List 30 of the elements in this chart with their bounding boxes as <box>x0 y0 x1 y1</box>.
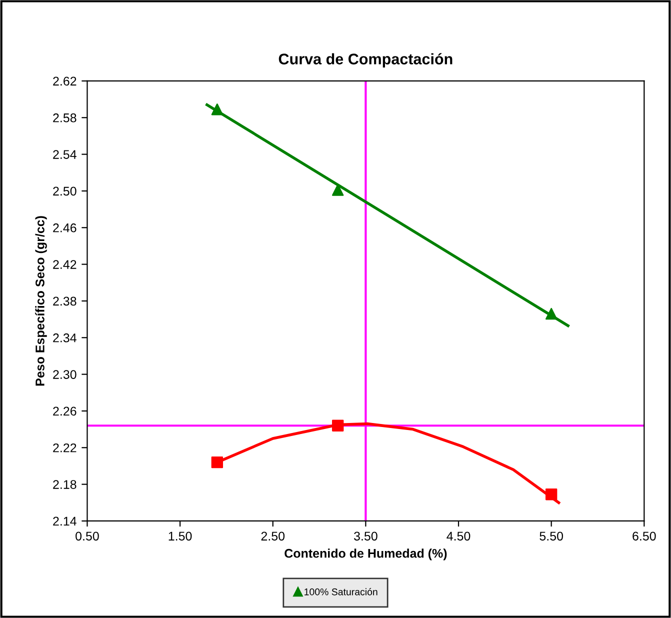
y-tick-label: 2.50 <box>53 186 76 196</box>
x-tick-label: 2.50 <box>261 532 285 541</box>
point <box>332 184 344 196</box>
x-tick-label: 3.50 <box>354 532 378 541</box>
y-tick-label: 2.34 <box>53 333 76 342</box>
chart-title: Curva de Compactación <box>278 53 452 68</box>
y-axis-title: Peso Específico Seco (gr/cc) <box>35 216 47 386</box>
x-tick-label: 1.50 <box>168 532 192 541</box>
x-tick-label: 6.50 <box>632 532 656 541</box>
y-tick-label: 2.14 <box>53 516 76 526</box>
x-tick-label: 4.50 <box>446 532 470 541</box>
point <box>211 104 224 116</box>
y-tick-label: 2.62 <box>53 76 76 86</box>
point <box>332 420 344 432</box>
legend-label: 100% Saturación <box>304 588 378 596</box>
y-tick-label: 2.38 <box>53 296 76 306</box>
y-tick-label: 2.18 <box>53 480 76 489</box>
x-tick-label: 5.50 <box>540 532 564 541</box>
x-tick-label: 0.50 <box>76 532 99 541</box>
point <box>545 308 558 320</box>
x-axis-title: Contenido de Humedad (%) <box>284 548 447 560</box>
y-tick-label: 2.46 <box>53 223 76 232</box>
point <box>211 456 224 468</box>
y-tick-label: 2.54 <box>53 150 76 159</box>
y-tick-label: 2.22 <box>53 443 76 452</box>
y-tick-label: 2.42 <box>53 260 76 269</box>
y-tick-label: 2.26 <box>53 406 76 416</box>
point <box>545 488 558 500</box>
y-tick-label: 2.58 <box>53 113 76 122</box>
y-tick-label: 2.30 <box>53 370 76 379</box>
